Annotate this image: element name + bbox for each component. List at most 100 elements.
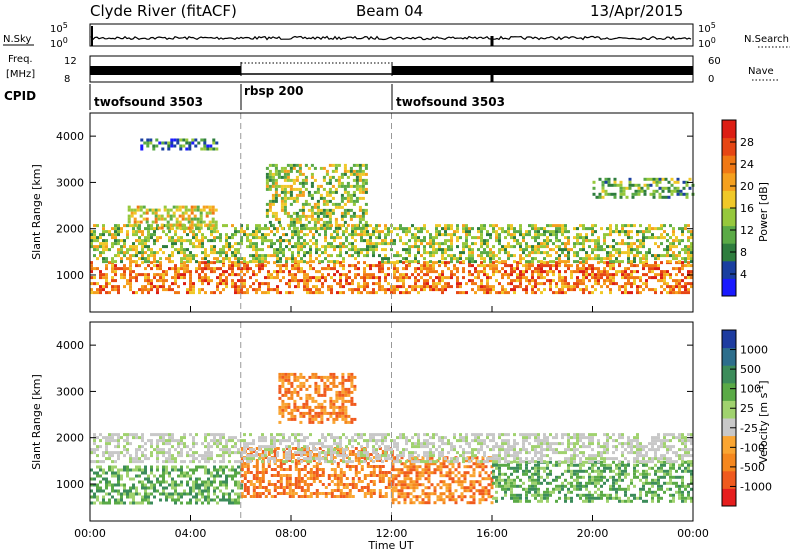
- echo-cell: [612, 245, 615, 249]
- echo-cell: [187, 220, 191, 224]
- echo-cell: [354, 264, 357, 268]
- echo-cell: [267, 483, 271, 486]
- echo-cell: [285, 486, 289, 489]
- echo-cell: [135, 486, 138, 490]
- echo-cell: [451, 492, 455, 496]
- echo-cell: [633, 224, 636, 228]
- echo-cell: [114, 236, 117, 240]
- echo-cell: [393, 276, 396, 280]
- echo-cell: [199, 220, 203, 224]
- echo-cell: [156, 224, 159, 228]
- echo-cell: [261, 456, 265, 459]
- echo-cell: [102, 239, 105, 243]
- echo-cell: [549, 279, 552, 283]
- echo-cell: [654, 267, 657, 271]
- echo-cell: [663, 224, 666, 228]
- echo-cell: [364, 223, 368, 227]
- echo-cell: [528, 279, 531, 283]
- echo-cell: [369, 233, 372, 237]
- echo-cell: [639, 257, 642, 261]
- echo-cell: [363, 288, 366, 292]
- echo-cell: [307, 202, 311, 206]
- echo-cell: [93, 282, 96, 286]
- echo-cell: [606, 257, 609, 261]
- echo-cell: [174, 239, 177, 243]
- echo-cell: [231, 270, 234, 274]
- echo-cell: [133, 223, 137, 227]
- echo-cell: [339, 474, 343, 477]
- echo-cell: [93, 267, 96, 271]
- echo-cell: [273, 251, 276, 255]
- echo-cell: [243, 495, 247, 498]
- echo-cell: [531, 472, 534, 476]
- echo-cell: [363, 282, 366, 286]
- echo-cell: [207, 498, 210, 502]
- echo-cell: [474, 267, 477, 271]
- echo-cell: [120, 498, 123, 502]
- echo-cell: [141, 480, 144, 484]
- echo-cell: [456, 276, 459, 280]
- echo-cell: [513, 469, 516, 473]
- echo-cell: [270, 273, 273, 277]
- echo-cell: [645, 472, 648, 476]
- echo-cell: [441, 273, 444, 277]
- echo-cell: [438, 273, 441, 277]
- echo-cell: [129, 501, 132, 505]
- echo-cell: [337, 205, 341, 209]
- echo-cell: [375, 230, 378, 234]
- echo-cell: [120, 257, 123, 261]
- echo-cell: [303, 245, 306, 249]
- echo-cell: [258, 471, 262, 474]
- echo-cell: [192, 233, 195, 237]
- echo-cell: [309, 230, 312, 234]
- echo-cell: [276, 254, 279, 258]
- echo-cell: [162, 477, 165, 481]
- echo-cell: [321, 291, 324, 295]
- echo-cell: [441, 254, 444, 258]
- echo-cell: [591, 499, 594, 503]
- echo-cell: [105, 477, 108, 481]
- echo-cell: [381, 465, 385, 468]
- echo-cell: [366, 273, 369, 277]
- echo-cell: [168, 495, 171, 499]
- echo-cell: [631, 195, 635, 199]
- echo-cell: [630, 245, 633, 249]
- echo-cell: [301, 223, 305, 227]
- echo-cell: [471, 288, 474, 292]
- echo-cell: [181, 217, 185, 221]
- echo-cell: [442, 501, 446, 505]
- echo-cell: [666, 245, 669, 249]
- echo-cell: [222, 279, 225, 283]
- echo-cell: [330, 224, 333, 228]
- echo-cell: [333, 230, 336, 234]
- echo-cell: [612, 248, 615, 252]
- echo-cell: [196, 220, 200, 224]
- echo-cell: [510, 496, 513, 500]
- echo-cell: [591, 224, 594, 228]
- echo-cell: [492, 285, 495, 289]
- echo-cell: [90, 230, 93, 234]
- echo-cell: [633, 282, 636, 286]
- echo-cell: [369, 267, 372, 271]
- echo-cell: [132, 254, 135, 258]
- echo-cell: [633, 475, 636, 479]
- echo-cell: [330, 236, 333, 240]
- echo-cell: [456, 257, 459, 261]
- echo-cell: [345, 486, 349, 489]
- echo-cell: [400, 480, 404, 484]
- echo-cell: [234, 471, 237, 475]
- echo-cell: [301, 193, 305, 197]
- echo-cell: [252, 474, 256, 477]
- echo-cell: [270, 483, 274, 486]
- echo-cell: [273, 486, 277, 489]
- echo-cell: [592, 186, 596, 190]
- echo-cell: [207, 492, 210, 496]
- echo-cell: [174, 489, 177, 493]
- echo-cell: [328, 220, 332, 224]
- echo-cell: [310, 217, 314, 221]
- echo-cell: [105, 483, 108, 487]
- echo-cell: [661, 186, 665, 190]
- echo-cell: [186, 267, 189, 271]
- echo-cell: [309, 288, 312, 292]
- echo-cell: [478, 465, 482, 469]
